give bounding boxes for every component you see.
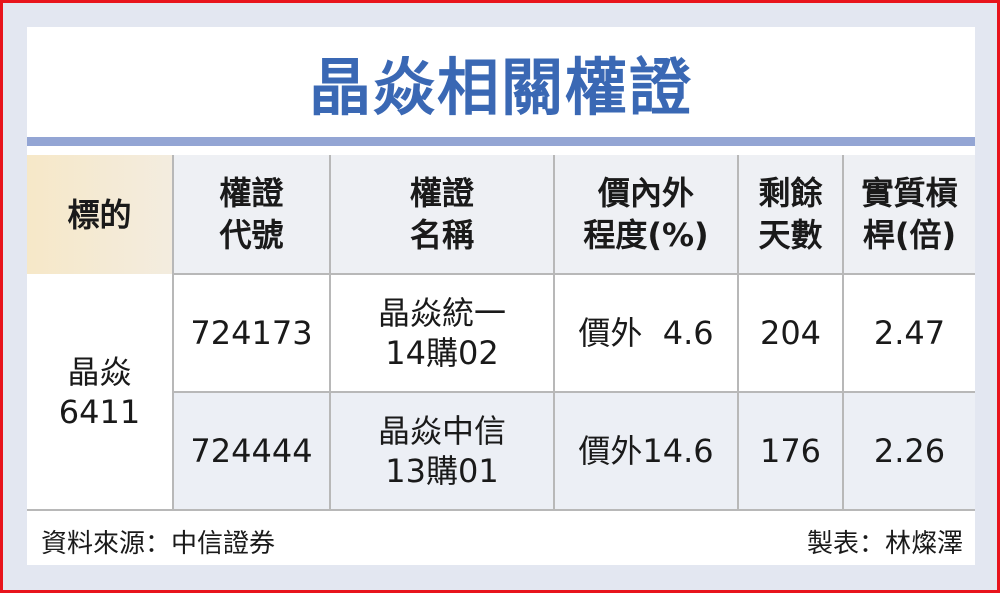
header-text: 標的 — [67, 195, 132, 234]
header-text: 程度(%) — [583, 216, 709, 254]
warrant-table: 標的 權證代號 權證名稱 價內外程度(%) 剩餘天數 實質槓桿(倍) 晶焱 641… — [27, 155, 975, 509]
header-moneyness: 價內外程度(%) — [553, 155, 738, 274]
name-line: 晶焱統一 — [377, 294, 506, 332]
header-name: 權證 名稱 — [329, 155, 554, 274]
header-text: 實質槓 — [861, 174, 958, 212]
underlying-cell: 晶焱 6411 — [27, 274, 173, 509]
code-cell: 724444 — [172, 391, 330, 509]
header-days: 剩餘 天數 — [737, 155, 843, 274]
header-text: 價內外 — [597, 174, 694, 212]
code-cell: 724173 — [172, 273, 330, 392]
header-underlying: 標的 — [27, 155, 173, 274]
header-text: 權證 — [219, 174, 284, 212]
header-code: 權證 代號 — [172, 155, 330, 274]
name-line: 晶焱中信 — [377, 412, 506, 450]
maker-note: 製表：林燦澤 — [806, 529, 963, 559]
table-card: 晶焱相關權證 標的 權證代號 權證名稱 價內外程度(%) 剩餘天數 實質槓桿(倍… — [27, 27, 975, 565]
footer: 資料來源：中信證券 製表：林燦澤 — [27, 509, 975, 567]
title-divider — [27, 137, 975, 146]
header-text: 權證 — [409, 174, 474, 212]
leverage-cell: 2.26 — [842, 391, 975, 509]
table-row: 晶焱 6411 724173 晶焱統一 14購02 價外 4.6 204 2.47 — [27, 273, 975, 509]
moneyness-cell: 價外14.6 — [553, 391, 738, 509]
name-cell: 晶焱中信 13購01 — [329, 391, 554, 509]
header-leverage: 實質槓桿(倍) — [842, 155, 975, 274]
leverage-cell: 2.47 — [842, 273, 975, 392]
source-note: 資料來源：中信證券 — [41, 529, 276, 559]
name-cell: 晶焱統一 14購02 — [329, 273, 554, 392]
moneyness-cell: 價外 4.6 — [553, 273, 738, 392]
underlying-code: 6411 — [58, 392, 141, 431]
table-row: 724444 晶焱中信 13購01 價外14.6 176 2.26 — [27, 391, 975, 509]
underlying-name: 晶焱 — [67, 352, 132, 391]
days-cell: 176 — [737, 391, 843, 509]
days-cell: 204 — [737, 273, 843, 392]
header-text: 名稱 — [409, 216, 474, 254]
header-text: 天數 — [758, 216, 823, 254]
name-line: 14購02 — [385, 334, 499, 372]
header-text: 剩餘 — [758, 174, 823, 212]
page-title: 晶焱相關權證 — [308, 51, 693, 124]
name-line: 13購01 — [385, 452, 499, 490]
header-text: 桿(倍) — [862, 216, 957, 254]
header-text: 代號 — [219, 216, 284, 254]
header-row: 標的 權證代號 權證名稱 價內外程度(%) 剩餘天數 實質槓桿(倍) — [27, 155, 975, 274]
